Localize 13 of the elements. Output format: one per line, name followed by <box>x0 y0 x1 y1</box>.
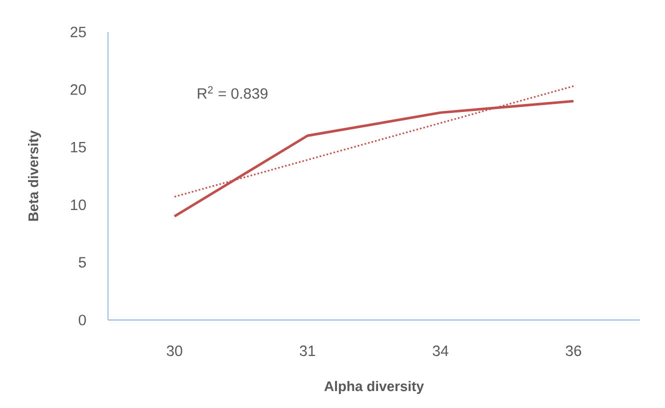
y-tick-label: 10 <box>71 200 86 210</box>
y-tick-label: 25 <box>70 26 86 38</box>
y-tick-label: 0 <box>78 314 86 326</box>
x-tick-label: 36 <box>566 346 582 356</box>
x-axis-title: Alpha diversity <box>324 380 424 394</box>
x-tick-label: 31 <box>300 346 316 356</box>
y-axis-title: Beta diversity <box>28 130 42 221</box>
x-tick-label: 30 <box>166 346 182 356</box>
y-tick-label: 5 <box>78 257 86 268</box>
y-tick-label: 15 <box>71 142 86 152</box>
annotation: R$^{2}$ = 0.839 <box>198 86 268 99</box>
y-tick-label: 20 <box>70 84 86 95</box>
x-tick-label: 34 <box>432 346 448 356</box>
